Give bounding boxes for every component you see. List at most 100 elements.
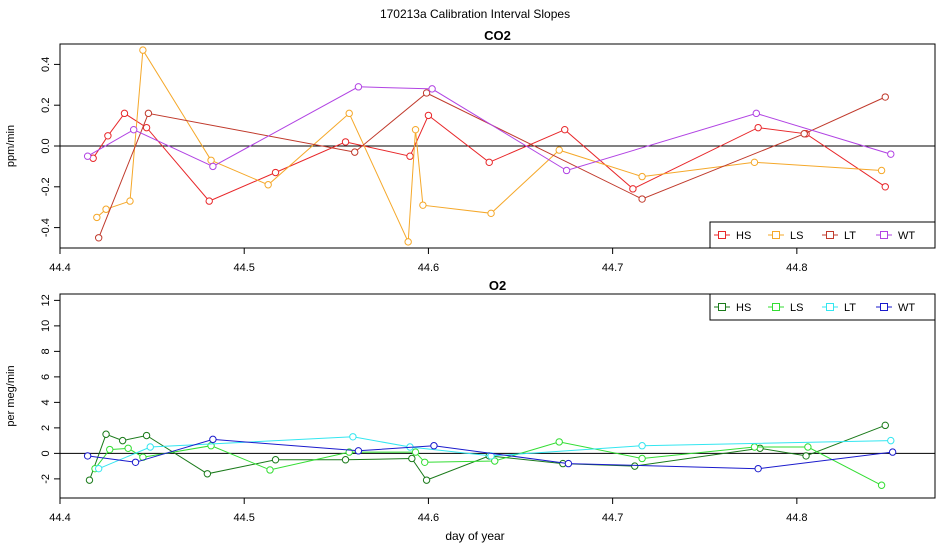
- co2-legend-label-ls: LS: [790, 230, 803, 242]
- co2-lt-data-point: [351, 148, 359, 156]
- o2-x-tick-label: 44.6: [418, 512, 439, 524]
- o2-x-tick-label: 44.5: [233, 512, 254, 524]
- co2-lt-data-point: [422, 89, 431, 97]
- co2-ls-data-point: [139, 46, 147, 54]
- co2-legend-label-lt: LT: [844, 230, 856, 242]
- co2-lt-data-point: [638, 195, 646, 203]
- co2-panel: CO2 ppm/min -0.4 -0.2 0.0 0.2 0.4 44.4 44.5 44.6 4…: [5, 28, 936, 274]
- o2-wt-series-line: [87, 438, 893, 470]
- o2-ls-data-point: [750, 443, 759, 451]
- co2-ls-data-point: [750, 158, 759, 167]
- co2-hs-data-point: [424, 111, 433, 120]
- o2-ls-data-point: [804, 443, 812, 451]
- o2-wt-data-point: [430, 442, 438, 450]
- o2-y-tick-label: 12: [40, 294, 52, 306]
- co2-wt-data-point: [129, 125, 138, 134]
- o2-legend-marker-lt: [826, 303, 834, 311]
- o2-x-tick-label: 44.7: [602, 512, 623, 524]
- co2-y-tick-label: -0.4: [40, 218, 52, 237]
- co2-wt-series-line: [87, 86, 891, 172]
- o2-ls-data-point: [106, 445, 114, 454]
- co2-ls-data-point: [638, 172, 646, 181]
- o2-hs-data-point: [341, 456, 350, 464]
- co2-hs-data-point: [754, 123, 762, 132]
- co2-y-axis-label: ppm/min: [5, 125, 17, 167]
- co2-wt-data-point: [562, 166, 571, 175]
- o2-x-tick-label: 44.4: [49, 512, 70, 524]
- o2-ls-data-point: [877, 481, 886, 489]
- co2-hs-data-point: [406, 152, 414, 160]
- o2-legend-label-lt: LT: [844, 302, 856, 314]
- o2-y-tick-label: 6: [40, 374, 52, 380]
- co2-x-tick-label: 44.7: [602, 262, 623, 274]
- co2-wt-data-point: [752, 109, 761, 118]
- o2-y-tick-label: 4: [40, 399, 52, 405]
- co2-legend-marker-hs: [718, 231, 726, 239]
- co2-hs-data-point: [629, 185, 637, 193]
- o2-ls-data-point: [491, 457, 499, 465]
- o2-y-tick-label: -2: [40, 474, 52, 484]
- co2-ls-data-point: [264, 181, 272, 189]
- o2-legend-marker-wt: [880, 303, 888, 311]
- o2-legend-marker-hs: [718, 303, 726, 311]
- co2-legend-marker-ls: [772, 231, 780, 239]
- co2-ls-data-point: [411, 125, 420, 134]
- o2-hs-data-point: [802, 452, 810, 460]
- co2-lt-data-point: [881, 93, 889, 101]
- co2-hs-data-point: [485, 158, 493, 167]
- co2-wt-data-point: [209, 162, 217, 171]
- co2-ls-data-point: [345, 109, 353, 118]
- o2-hs-data-point: [408, 454, 416, 463]
- co2-wt-data-point: [83, 152, 92, 160]
- o2-legend-marker-ls: [772, 303, 780, 311]
- o2-wt-data-point: [131, 458, 140, 466]
- o2-hs-data-point: [203, 470, 212, 478]
- co2-ls-data-point: [419, 201, 427, 209]
- o2-legend: HS LS LT WT: [709, 293, 936, 321]
- o2-lt-data-point: [638, 442, 646, 450]
- co2-ls-data-point: [404, 238, 412, 246]
- o2-lt-data-point: [349, 433, 357, 441]
- co2-y-tick-label: 0.4: [40, 57, 52, 72]
- o2-x-tick-label: 44.8: [786, 512, 807, 524]
- o2-wt-data-point: [754, 464, 762, 473]
- co2-ls-data-point: [126, 197, 134, 205]
- co2-wt-data-point: [887, 150, 895, 158]
- co2-x-tick-label: 44.5: [233, 262, 254, 274]
- o2-wt-data-point: [209, 435, 217, 444]
- o2-hs-data-point: [102, 430, 110, 438]
- o2-hs-data-point: [422, 476, 431, 484]
- o2-ls-data-point: [411, 448, 420, 456]
- o2-hs-data-point: [142, 431, 151, 440]
- o2-legend-label-wt: WT: [898, 302, 915, 314]
- co2-y-tick-label: 0.0: [40, 138, 52, 153]
- o2-hs-data-point: [85, 476, 94, 484]
- o2-lt-data-point: [487, 452, 495, 460]
- x-axis-title: day of year: [445, 529, 504, 543]
- co2-hs-data-point: [881, 183, 889, 191]
- o2-hs-data-point: [118, 436, 127, 445]
- o2-title: O2: [489, 278, 506, 293]
- o2-legend-label-hs: HS: [736, 302, 751, 314]
- o2-y-axis-label: per meg/min: [5, 365, 17, 426]
- co2-hs-data-point: [142, 123, 151, 132]
- co2-legend: HS LS LT WT: [709, 221, 936, 249]
- o2-wt-data-point: [83, 452, 92, 460]
- co2-lt-data-point: [800, 130, 808, 138]
- co2-ls-data-point: [487, 209, 495, 218]
- co2-legend-marker-lt: [826, 231, 834, 239]
- o2-hs-data-point: [881, 421, 889, 430]
- o2-lt-data-point: [887, 436, 895, 445]
- o2-panel: O2 per meg/min -2 0 2 4 6 8 10 12 44.4 44.5 44.6 44.7…: [5, 278, 936, 524]
- figure-title: 170213a Calibration Interval Slopes: [380, 7, 570, 21]
- o2-ls-data-point: [124, 444, 132, 452]
- o2-ls-data-point: [421, 458, 429, 466]
- o2-y-tick-label: 8: [40, 348, 52, 354]
- co2-hs-data-point: [120, 109, 129, 118]
- o2-y-tick-label: 2: [40, 425, 52, 431]
- o2-legend-label-ls: LS: [790, 302, 803, 314]
- co2-ls-data-point: [207, 156, 215, 164]
- co2-x-tick-label: 44.4: [49, 262, 70, 274]
- co2-y-tick-label: 0.2: [40, 98, 52, 113]
